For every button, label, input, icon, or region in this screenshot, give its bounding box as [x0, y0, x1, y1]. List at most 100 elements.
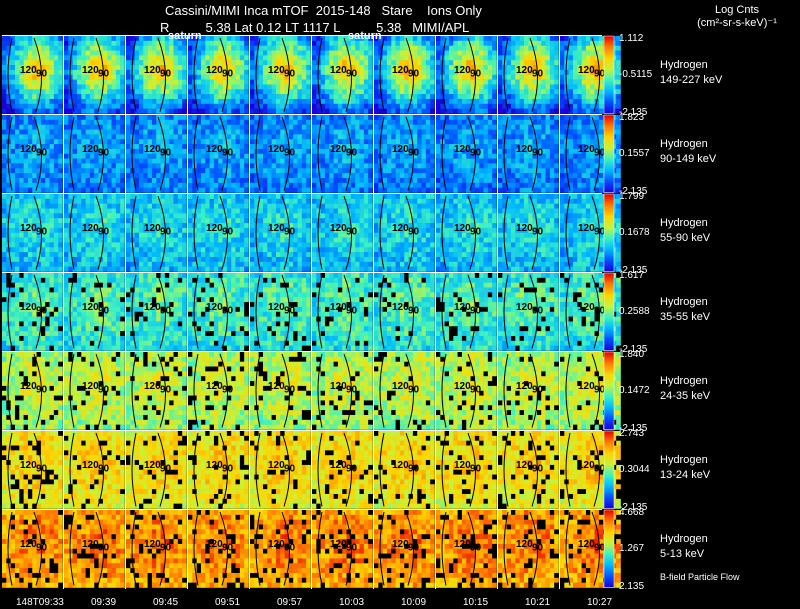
contour-label-120: 120: [578, 65, 595, 76]
panel-r1-c7: 120 90: [436, 115, 497, 193]
contour-label-90: 90: [408, 463, 420, 474]
contour-label-120: 120: [330, 65, 347, 76]
panel-r5-c7: 120 90: [436, 431, 497, 509]
contour-label-90: 90: [284, 384, 296, 395]
panel-r4-c2: 120 90: [126, 352, 187, 430]
contour-label-90: 90: [532, 384, 544, 395]
contour-label-90: 90: [408, 384, 420, 395]
contour-label-120: 120: [392, 223, 409, 234]
contour-label-90: 90: [98, 305, 110, 316]
row-label-2: Hydrogen 55-90 keV: [660, 216, 710, 246]
contour-label-120: 120: [516, 302, 533, 313]
panel-r3-c6: 120 90: [374, 273, 435, 351]
contour-label-120: 120: [82, 460, 99, 471]
contour-label-120: 120: [20, 460, 37, 471]
colorbar-2: [603, 193, 615, 272]
contour-label-120: 120: [206, 65, 223, 76]
contour-label-90: 90: [160, 147, 172, 158]
contour-label-120: 120: [82, 144, 99, 155]
contour-label-120: 120: [516, 381, 533, 392]
species-label: Hydrogen: [660, 137, 708, 150]
contour-label-120: 120: [268, 223, 285, 234]
col-divider: [373, 36, 374, 589]
colorbar-mid-0: -0.5115: [619, 68, 653, 80]
saturn-label-1: saturn: [168, 30, 202, 42]
species-label: Hydrogen: [660, 58, 708, 71]
colorbar-3: [603, 272, 615, 351]
contour-label-120: 120: [268, 302, 285, 313]
panel-r2-c6: 120 90: [374, 194, 435, 272]
panel-r6-c8: 120 90: [498, 510, 559, 588]
panel-r3-c5: 120 90: [312, 273, 373, 351]
panel-r6-c1: 120 90: [64, 510, 125, 588]
row-divider: [2, 35, 602, 36]
panel-r1-c3: 120 90: [188, 115, 249, 193]
contour-label-90: 90: [222, 147, 234, 158]
panel-r2-c1: 120 90: [64, 194, 125, 272]
contour-label-120: 120: [82, 65, 99, 76]
contour-label-120: 120: [20, 65, 37, 76]
contour-label-120: 120: [330, 223, 347, 234]
colorbar-min-5: -2.135: [619, 501, 648, 513]
contour-label-90: 90: [346, 463, 358, 474]
energy-label: 35-55 keV: [660, 310, 711, 323]
contour-label-120: 120: [392, 539, 409, 550]
panel-r1-c0: 120 90: [2, 115, 63, 193]
panel-r0-c7: 120 90: [436, 36, 497, 114]
energy-label: 24-35 keV: [660, 389, 711, 402]
contour-label-90: 90: [98, 147, 110, 158]
panel-r2-c0: 120 90: [2, 194, 63, 272]
contour-label-90: 90: [36, 542, 48, 553]
contour-label-90: 90: [470, 305, 482, 316]
contour-label-90: 90: [36, 226, 48, 237]
row-divider: [2, 272, 602, 273]
colorbar-mid-3: 0.2588: [619, 305, 650, 317]
contour-label-120: 120: [454, 539, 471, 550]
contour-label-120: 120: [330, 460, 347, 471]
panel-r2-c5: 120 90: [312, 194, 373, 272]
colorbar-max-3: 1.617: [619, 270, 645, 281]
contour-label-90: 90: [594, 147, 606, 158]
panel-r2-c4: 120 90: [250, 194, 311, 272]
contour-label-120: 120: [82, 302, 99, 313]
time-label-3: 09:51: [215, 597, 241, 608]
row-divider: [2, 114, 602, 115]
panel-r5-c6: 120 90: [374, 431, 435, 509]
contour-label-90: 90: [160, 68, 172, 79]
colorbar-min-6: 2.135: [619, 580, 645, 592]
contour-label-90: 90: [36, 68, 48, 79]
time-label-4: 09:57: [277, 597, 303, 608]
row-label-5: Hydrogen 13-24 keV: [660, 453, 710, 483]
colorbar-max-5: 2.743: [619, 428, 645, 439]
panel-r1-c2: 120 90: [126, 115, 187, 193]
colorbar-mid-5: 0.3044: [619, 463, 650, 475]
contour-label-120: 120: [20, 223, 37, 234]
contour-label-90: 90: [346, 542, 358, 553]
contour-label-120: 120: [516, 144, 533, 155]
contour-label-90: 90: [36, 384, 48, 395]
contour-label-120: 120: [392, 65, 409, 76]
row-divider: [2, 430, 602, 431]
contour-label-90: 90: [408, 68, 420, 79]
colorbar-5: [603, 430, 615, 509]
col-divider: [435, 36, 436, 589]
contour-label-90: 90: [98, 384, 110, 395]
panel-r2-c7: 120 90: [436, 194, 497, 272]
contour-label-120: 120: [454, 460, 471, 471]
colorbar-mid-2: 0.1678: [619, 226, 650, 238]
contour-label-120: 120: [206, 539, 223, 550]
contour-label-120: 120: [144, 65, 161, 76]
colorbar-units: Log Cnts (cm²-sr-s-keV)⁻¹: [678, 4, 796, 30]
contour-label-120: 120: [206, 381, 223, 392]
panel-r3-c2: 120 90: [126, 273, 187, 351]
contour-label-90: 90: [160, 463, 172, 474]
panel-r3-c1: 120 90: [64, 273, 125, 351]
contour-label-90: 90: [284, 305, 296, 316]
col-divider: [559, 36, 560, 589]
species-label: Hydrogen: [660, 216, 708, 229]
panel-r4-c1: 120 90: [64, 352, 125, 430]
contour-label-120: 120: [516, 460, 533, 471]
panel-r6-c0: 120 90: [2, 510, 63, 588]
panel-r3-c4: 120 90: [250, 273, 311, 351]
col-divider: [63, 36, 64, 589]
